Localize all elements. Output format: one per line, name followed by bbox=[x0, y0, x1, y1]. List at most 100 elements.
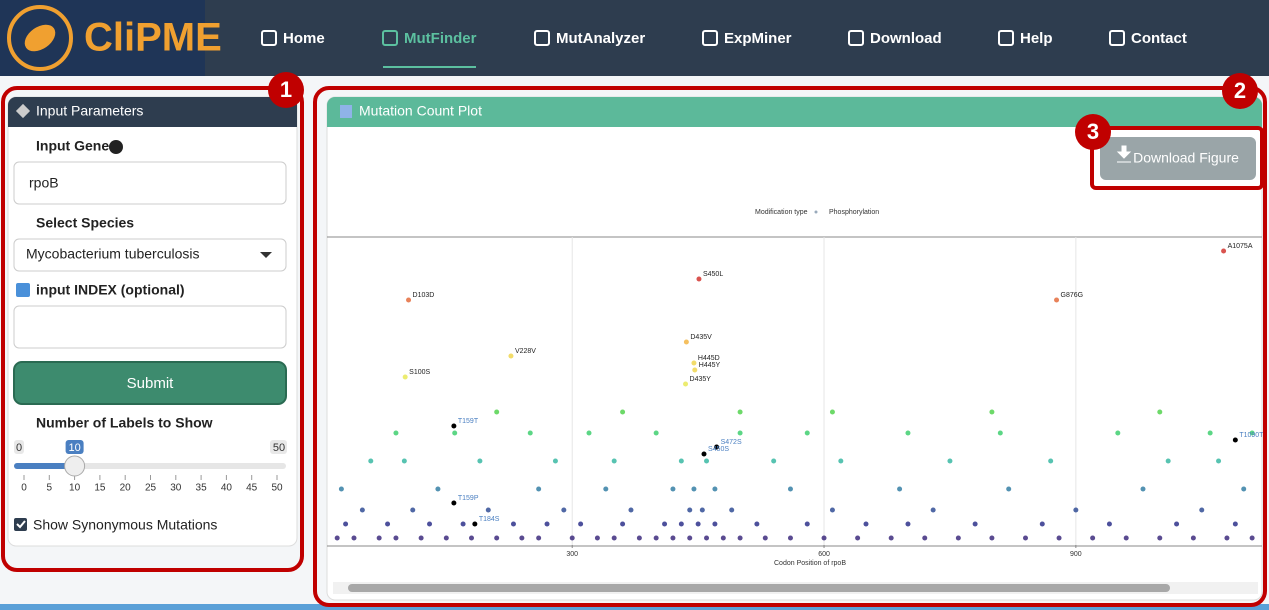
nav-item[interactable]: ExpMiner bbox=[724, 30, 792, 47]
slider-tick-label: 15 bbox=[94, 483, 106, 494]
nav-item[interactable]: MutAnalyzer bbox=[556, 30, 645, 47]
nav-item[interactable]: Contact bbox=[1131, 30, 1187, 47]
nav-icon bbox=[382, 30, 398, 46]
point bbox=[1174, 521, 1180, 527]
gene-input[interactable] bbox=[13, 161, 287, 205]
submit-text: Submit bbox=[127, 375, 175, 392]
nav-item[interactable]: Help bbox=[1020, 30, 1053, 47]
species-label: Select Species bbox=[36, 215, 134, 231]
point bbox=[385, 521, 391, 527]
point bbox=[989, 409, 995, 415]
help-icon bbox=[109, 140, 123, 154]
slider[interactable]: 0 5 10 15 20 25 30 35 40 45 50 10 bbox=[14, 440, 283, 494]
point bbox=[620, 409, 626, 415]
point bbox=[1190, 535, 1196, 541]
nav-item[interactable]: Home bbox=[283, 30, 325, 47]
nav-item[interactable]: Download bbox=[870, 30, 942, 47]
point bbox=[468, 535, 474, 541]
download-button[interactable] bbox=[1100, 137, 1256, 180]
download-text: Download Figure bbox=[1133, 150, 1239, 166]
point-label: D103D bbox=[413, 292, 435, 299]
point bbox=[754, 521, 760, 527]
slider-tick-label: 50 bbox=[271, 483, 283, 494]
point bbox=[712, 486, 718, 492]
nav-item[interactable]: MutFinder bbox=[404, 30, 477, 47]
point bbox=[729, 507, 735, 513]
point bbox=[494, 409, 500, 415]
index-input[interactable] bbox=[13, 305, 287, 349]
point bbox=[1157, 409, 1163, 415]
point bbox=[368, 458, 374, 464]
point-label: S100S bbox=[409, 369, 430, 376]
species-value: Mycobacterium tuberculosis bbox=[26, 246, 200, 262]
point bbox=[636, 535, 642, 541]
point-label: S472S bbox=[721, 439, 742, 446]
highlight-1 bbox=[1, 86, 304, 572]
point bbox=[997, 430, 1003, 436]
header-bar bbox=[0, 0, 1269, 76]
point bbox=[787, 535, 793, 541]
point bbox=[1090, 535, 1096, 541]
labeled-point bbox=[696, 276, 702, 282]
point bbox=[1249, 430, 1255, 436]
slider-min: 0 bbox=[16, 442, 22, 454]
point-label: T1090T bbox=[1239, 432, 1264, 439]
point bbox=[485, 507, 491, 513]
point bbox=[712, 521, 718, 527]
point bbox=[628, 507, 634, 513]
index-label: input INDEX (optional) bbox=[36, 282, 185, 298]
point bbox=[804, 521, 810, 527]
point bbox=[343, 521, 349, 527]
slider-tick-label: 30 bbox=[170, 483, 182, 494]
point-label: T184S bbox=[479, 516, 500, 523]
point bbox=[1106, 521, 1112, 527]
submit-button[interactable] bbox=[13, 361, 287, 405]
legend-symbol bbox=[814, 210, 818, 214]
nav-icon bbox=[534, 30, 550, 46]
point bbox=[905, 521, 911, 527]
point bbox=[855, 535, 861, 541]
slider-tick-label: 0 bbox=[21, 483, 27, 494]
slider-thumb[interactable] bbox=[64, 455, 86, 477]
logo-text: CliPME bbox=[84, 16, 222, 60]
point bbox=[687, 535, 693, 541]
point bbox=[653, 535, 659, 541]
species-select[interactable] bbox=[13, 238, 287, 272]
point-label: S450L bbox=[703, 271, 723, 278]
point bbox=[687, 507, 693, 513]
point bbox=[863, 521, 869, 527]
slider-tick-label: 35 bbox=[196, 483, 208, 494]
checkbox[interactable] bbox=[14, 518, 27, 531]
slider-label: Number of Labels to Show bbox=[36, 415, 213, 431]
point-label: G876G bbox=[1061, 292, 1084, 299]
nav: Home MutFinder MutAnalyzer ExpMiner Download… bbox=[261, 30, 1187, 47]
legend-entry: Phosphorylation bbox=[829, 209, 879, 216]
slider-tick-label: 40 bbox=[221, 483, 233, 494]
gene-value: rpoB bbox=[29, 175, 59, 191]
index-icon bbox=[16, 283, 30, 297]
point bbox=[1006, 486, 1012, 492]
labeled-point bbox=[714, 444, 720, 450]
point-label: H445Y bbox=[699, 362, 721, 369]
point bbox=[821, 535, 827, 541]
point bbox=[762, 535, 768, 541]
point bbox=[1056, 535, 1062, 541]
logo-icon bbox=[7, 5, 73, 71]
legend-title: Modification type bbox=[755, 209, 808, 216]
point bbox=[427, 521, 433, 527]
point bbox=[829, 507, 835, 513]
checkmark bbox=[16, 520, 26, 529]
point bbox=[418, 535, 424, 541]
point bbox=[1123, 535, 1129, 541]
scrollbar-thumb[interactable] bbox=[348, 584, 1170, 592]
point bbox=[452, 430, 458, 436]
point bbox=[1140, 486, 1146, 492]
point-label: T159P bbox=[458, 495, 479, 502]
point bbox=[1165, 458, 1171, 464]
gene-label: Input Gene bbox=[36, 138, 109, 154]
point bbox=[670, 535, 676, 541]
dropdown-caret bbox=[260, 252, 272, 258]
badge bbox=[1222, 73, 1258, 109]
badge-number: 3 bbox=[1087, 119, 1099, 144]
